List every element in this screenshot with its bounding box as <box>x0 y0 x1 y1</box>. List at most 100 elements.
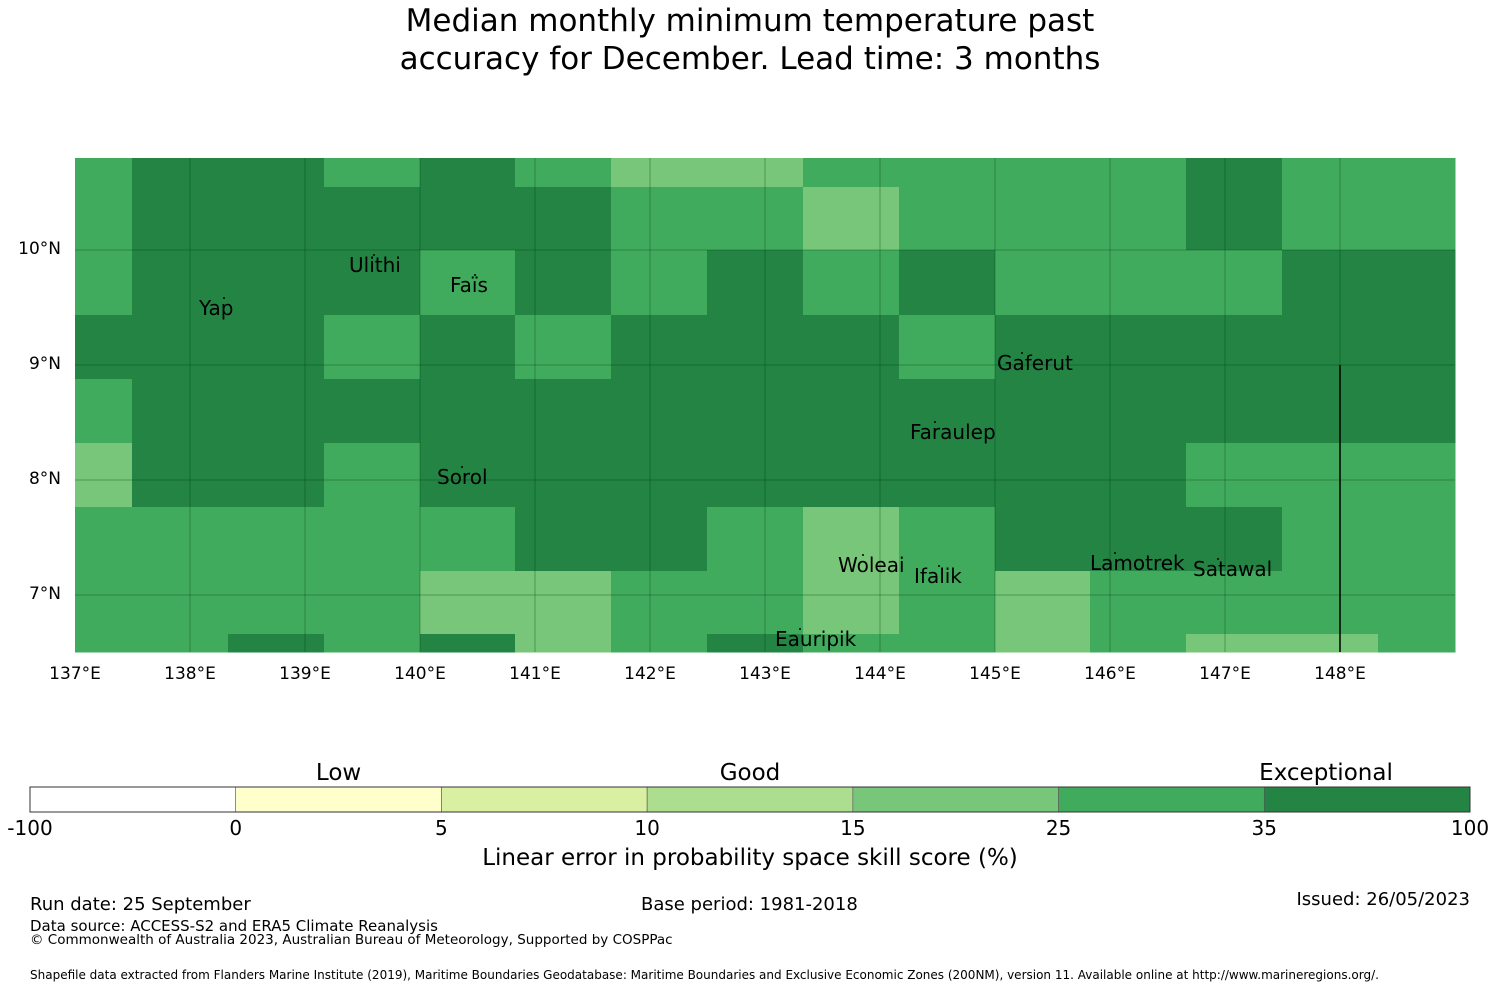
skill-cell <box>1282 571 1379 635</box>
skill-cell <box>611 187 708 251</box>
lon-tick-label: 138°E <box>164 664 216 684</box>
skill-cell <box>515 379 612 444</box>
skill-cell <box>1090 187 1187 251</box>
skill-cell <box>707 315 804 380</box>
skill-cell <box>803 158 900 188</box>
skill-cell <box>1186 507 1283 572</box>
skill-cell <box>1282 250 1379 316</box>
colorbar-segment <box>29 786 237 813</box>
skill-cell <box>324 443 421 508</box>
skill-cell <box>420 158 516 188</box>
colorbar <box>29 786 1471 813</box>
skill-cell <box>132 250 229 316</box>
skill-cell <box>324 250 421 316</box>
lon-tick-label: 147°E <box>1199 664 1251 684</box>
colorbar-segment <box>1263 786 1471 813</box>
skill-cell <box>611 634 708 653</box>
skill-cell <box>420 250 516 316</box>
skill-cell <box>899 507 996 572</box>
skill-cell <box>420 379 516 444</box>
skill-cell <box>420 187 516 251</box>
lon-tick-label: 142°E <box>624 664 676 684</box>
skill-cell <box>324 634 421 653</box>
skill-cell <box>228 250 325 316</box>
skill-cell <box>707 250 804 316</box>
skill-cell <box>228 507 325 572</box>
skill-cell <box>515 571 612 635</box>
island-label: Gaferut <box>997 351 1073 375</box>
skill-cell <box>515 158 612 188</box>
lon-tick-label: 148°E <box>1314 664 1366 684</box>
lon-tick-label: 139°E <box>279 664 331 684</box>
colorbar-category-label: Low <box>315 760 362 786</box>
skill-cell <box>420 571 516 635</box>
skill-cell <box>228 443 325 508</box>
skill-cell <box>611 250 708 316</box>
skill-cell <box>611 315 708 380</box>
colorbar-tick-label: -100 <box>7 816 53 840</box>
skill-cell <box>707 634 804 653</box>
skill-cell <box>707 571 804 635</box>
lon-tick-label: 143°E <box>739 664 791 684</box>
skill-cell <box>707 507 804 572</box>
lat-tick-label: 9°N <box>28 354 61 374</box>
lon-tick-label: 145°E <box>969 664 1021 684</box>
skill-cell <box>611 443 708 508</box>
skill-cell <box>899 379 996 444</box>
skill-cell <box>1186 250 1283 316</box>
shapefile-credit: Shapefile data extracted from Flanders M… <box>30 968 1379 982</box>
skill-cell <box>324 187 421 251</box>
skill-cell <box>1282 634 1379 653</box>
skill-cell <box>1090 571 1187 635</box>
skill-cell <box>75 379 133 444</box>
chart-title: Median monthly minimum temperature past … <box>0 2 1500 78</box>
skill-cell <box>515 507 612 572</box>
skill-cell <box>995 634 1091 653</box>
skill-cell <box>132 315 229 380</box>
skill-cell <box>611 158 708 188</box>
island-dot <box>862 554 864 556</box>
skill-cell <box>228 571 325 635</box>
title-line-1: Median monthly minimum temperature past <box>405 3 1095 39</box>
skill-cell <box>1378 158 1456 188</box>
skill-cell <box>420 443 516 508</box>
skill-cell <box>803 187 900 251</box>
skill-cell <box>995 250 1091 316</box>
skill-cell <box>132 507 229 572</box>
skill-cell <box>995 571 1091 635</box>
skill-cell <box>803 571 900 635</box>
skill-cell <box>803 315 900 380</box>
skill-cell <box>75 507 133 572</box>
colorbar-tick-label: 5 <box>435 816 448 840</box>
island-dot <box>934 421 936 423</box>
island-dot <box>938 565 940 567</box>
island-dot <box>474 274 476 276</box>
skill-cell <box>132 443 229 508</box>
skill-cell <box>75 315 133 380</box>
skill-cell <box>1186 187 1283 251</box>
skill-cell <box>515 315 612 380</box>
skill-cell <box>420 507 516 572</box>
skill-cell <box>803 250 900 316</box>
skill-cell <box>707 187 804 251</box>
skill-cell <box>899 187 996 251</box>
skill-cell <box>995 507 1091 572</box>
skill-grid-cells <box>75 158 1456 653</box>
colorbar-tick-label: 100 <box>1450 816 1490 840</box>
island-dot <box>223 297 225 299</box>
lon-tick-label: 141°E <box>509 664 561 684</box>
skill-cell <box>324 158 421 188</box>
skill-cell <box>75 158 133 188</box>
skill-cell <box>995 187 1091 251</box>
skill-cell <box>803 634 900 653</box>
skill-cell <box>1090 379 1187 444</box>
lon-tick-label: 146°E <box>1084 664 1136 684</box>
lon-tick-label: 137°E <box>49 664 101 684</box>
lon-tick-label: 140°E <box>394 664 446 684</box>
skill-cell <box>1378 250 1456 316</box>
base-period: Base period: 1981-2018 <box>641 894 858 915</box>
colorbar-segment <box>852 786 1059 813</box>
skill-cell <box>324 315 421 380</box>
skill-cell <box>707 443 804 508</box>
